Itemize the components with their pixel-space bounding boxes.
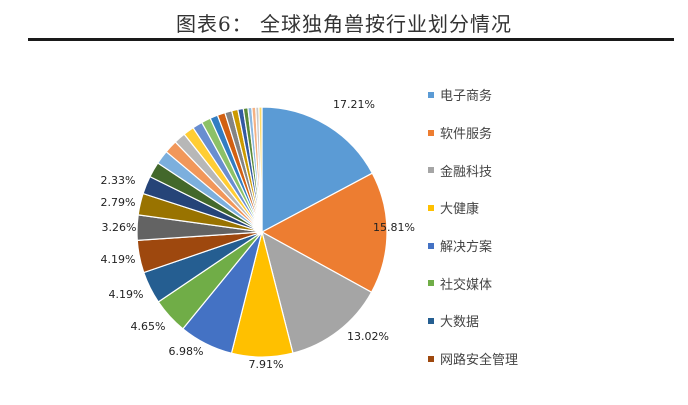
legend-swatch bbox=[428, 280, 434, 287]
legend-label: 解决方案 bbox=[440, 240, 493, 256]
legend-item-7: 网路安全管理 bbox=[428, 340, 578, 378]
data-label-5: 4.65% bbox=[131, 320, 166, 333]
pie-slice-0 bbox=[261, 106, 374, 233]
pie-slice-1 bbox=[260, 172, 388, 294]
data-label-10: 2.33% bbox=[101, 174, 136, 187]
legend-item-6: 大数据 bbox=[428, 302, 578, 340]
data-label-2: 13.02% bbox=[347, 330, 389, 343]
legend-label: 网路安全管理 bbox=[440, 353, 519, 369]
data-label-6: 4.19% bbox=[109, 288, 144, 301]
data-label-4: 6.98% bbox=[169, 345, 204, 358]
legend-item-3: 大健康 bbox=[428, 189, 578, 227]
legend-item-5: 社交媒体 bbox=[428, 264, 578, 302]
data-label-1: 15.81% bbox=[373, 221, 415, 234]
legend-label: 电子商务 bbox=[440, 89, 493, 105]
legend-swatch bbox=[428, 129, 434, 136]
chart-legend: 电子商务软件服务金融科技大健康解决方案社交媒体大数据网路安全管理 bbox=[428, 76, 578, 378]
legend-item-0: 电子商务 bbox=[428, 76, 578, 114]
chart-title: 图表6： 全球独角兽按行业划分情况 bbox=[175, 12, 513, 36]
legend-label: 金融科技 bbox=[440, 164, 493, 180]
title-underline bbox=[28, 38, 674, 41]
data-label-7: 4.19% bbox=[101, 253, 136, 266]
legend-item-2: 金融科技 bbox=[428, 151, 578, 189]
data-label-9: 2.79% bbox=[101, 196, 136, 209]
legend-swatch bbox=[428, 91, 434, 98]
legend-swatch bbox=[428, 355, 434, 362]
legend-label: 社交媒体 bbox=[440, 277, 493, 293]
legend-label: 大健康 bbox=[440, 202, 480, 218]
pie-slice-27 bbox=[258, 106, 263, 233]
legend-label: 大数据 bbox=[440, 315, 480, 331]
legend-swatch bbox=[428, 242, 434, 249]
legend-swatch bbox=[428, 204, 434, 211]
data-label-3: 7.91% bbox=[249, 358, 284, 371]
legend-swatch bbox=[428, 317, 434, 324]
legend-label: 软件服务 bbox=[440, 127, 493, 143]
legend-item-1: 软件服务 bbox=[428, 114, 578, 152]
pie-slice-2 bbox=[261, 230, 373, 354]
legend-item-4: 解决方案 bbox=[428, 227, 578, 265]
data-label-8: 3.26% bbox=[102, 221, 137, 234]
data-label-0: 17.21% bbox=[333, 98, 375, 111]
legend-swatch bbox=[428, 167, 434, 174]
